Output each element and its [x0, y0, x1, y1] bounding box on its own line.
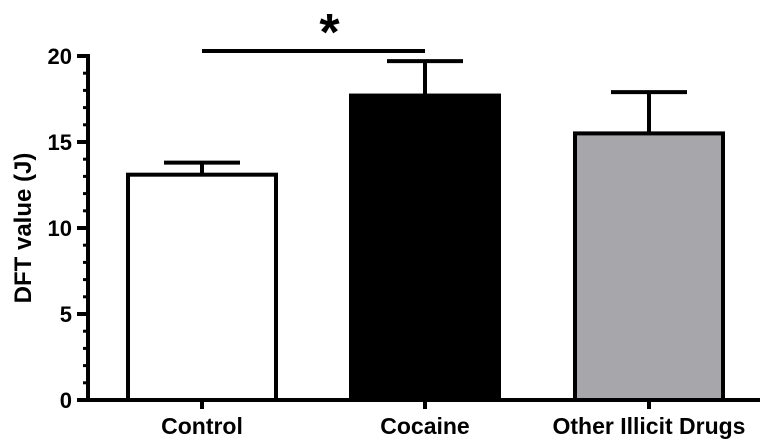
x-category-label: Control — [161, 413, 243, 439]
x-axis: Control Cocaine Other Illicit Drugs — [86, 398, 760, 439]
x-category-label: Other Illicit Drugs — [553, 413, 746, 439]
y-axis-title: DFT value (J) — [10, 153, 37, 304]
y-tick-label: 5 — [60, 302, 72, 327]
y-axis: 0 5 10 15 20 — [48, 44, 90, 413]
bar-group-cocaine — [349, 59, 501, 402]
bar-group-other-illicit-drugs — [573, 90, 725, 402]
x-category-label: Cocaine — [380, 413, 469, 439]
bar-group-control — [126, 160, 278, 402]
significance-star: * — [319, 4, 340, 62]
y-tick-label: 10 — [48, 216, 72, 241]
bars — [126, 59, 725, 402]
y-tick-label: 15 — [48, 130, 72, 155]
bar — [126, 172, 278, 402]
bar — [349, 93, 501, 402]
y-tick-label: 0 — [60, 388, 72, 413]
bar — [573, 131, 725, 402]
y-tick-label: 20 — [48, 44, 72, 69]
significance-marker: * — [202, 4, 425, 62]
